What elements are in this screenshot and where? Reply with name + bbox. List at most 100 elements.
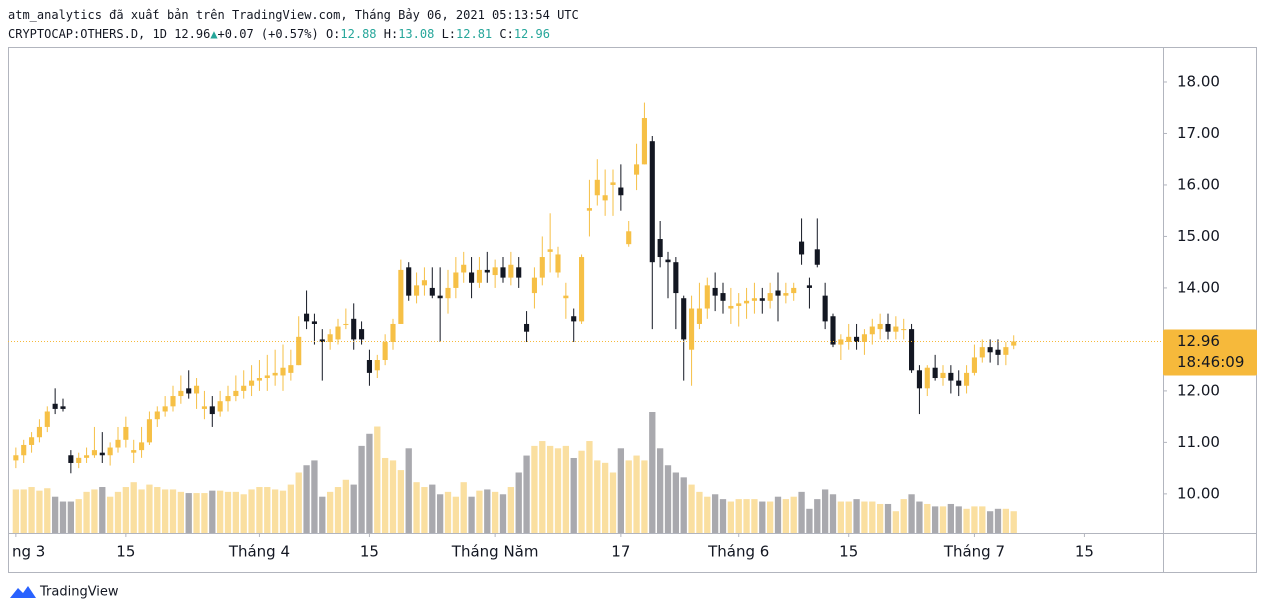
volume-bar <box>326 491 334 533</box>
volume-bar <box>719 499 727 533</box>
volume-bar <box>884 503 892 533</box>
logo-icon <box>10 586 36 598</box>
candle-body <box>1011 341 1017 346</box>
candle-body <box>374 360 380 371</box>
candle-body <box>720 293 726 301</box>
volume-bar <box>334 487 342 533</box>
candle-body <box>539 257 545 278</box>
candle-body <box>84 455 90 458</box>
volume-bar <box>216 490 224 533</box>
candle-body <box>256 378 262 381</box>
volume-bar <box>609 472 617 533</box>
volume-bar <box>256 487 263 533</box>
candle-body <box>791 287 797 294</box>
volume-bar <box>177 491 185 533</box>
volume-bar <box>154 487 161 533</box>
candle-body <box>681 298 687 340</box>
candle-body <box>429 287 435 296</box>
candle-body <box>406 267 412 296</box>
volume-bar <box>539 441 546 533</box>
volume-bar <box>821 489 829 533</box>
volume-bar <box>759 501 766 533</box>
volume-bar <box>688 484 695 533</box>
volume-bar <box>601 462 609 533</box>
c: 12.96 <box>513 27 550 41</box>
candle-body <box>524 323 530 332</box>
candle-body <box>712 287 718 296</box>
volume-bar <box>209 490 216 533</box>
volume-bar <box>908 494 915 533</box>
volume-bar <box>319 496 326 533</box>
volume-bar <box>570 457 577 533</box>
candle-body <box>68 455 74 463</box>
volume-bar <box>413 482 420 533</box>
volume-bar <box>751 499 758 533</box>
x-tick-label: Tháng Năm <box>451 543 539 561</box>
candle-body <box>909 329 915 371</box>
volume-bar <box>36 490 43 533</box>
candle-body <box>249 380 255 386</box>
volume-bar <box>28 487 35 533</box>
volume-bar <box>468 496 475 533</box>
volume-bar <box>931 506 939 533</box>
y-tick-label: 14.00 <box>1177 278 1220 296</box>
volume-bar <box>67 501 75 533</box>
candle-body <box>343 323 349 325</box>
candle-body <box>162 406 168 412</box>
candle-body <box>987 347 993 353</box>
candle-body <box>956 380 962 386</box>
volume-bar <box>350 484 357 533</box>
volume-bar <box>633 455 640 533</box>
volume-bar <box>963 508 970 533</box>
volume-bar <box>444 491 452 533</box>
candle-body <box>123 426 129 440</box>
volume-bar <box>900 499 907 533</box>
candle-body <box>932 367 938 379</box>
c-label: C: <box>499 27 514 41</box>
volume-bar <box>106 496 114 533</box>
volume-bar <box>169 489 177 533</box>
candle-body <box>626 231 632 245</box>
candle-body <box>131 450 137 453</box>
volume-bar <box>617 448 625 533</box>
candle-body <box>60 406 66 409</box>
candle-body <box>241 385 247 391</box>
x-tick-label: ng 3 <box>12 543 45 561</box>
candle-body <box>940 372 946 379</box>
candle-body <box>154 411 160 420</box>
volume-bar <box>727 501 735 533</box>
candle-body <box>995 349 1001 355</box>
volume-bar <box>460 482 467 533</box>
candle-body <box>885 323 891 332</box>
candle-body <box>602 195 608 201</box>
x-tick-label: 15 <box>839 543 858 561</box>
candle-body <box>29 437 35 445</box>
volume-bar <box>303 465 310 533</box>
candle-body <box>571 316 577 322</box>
volume-bar <box>641 460 648 533</box>
x-tick-label: 15 <box>1075 543 1094 561</box>
candle-body <box>916 370 922 389</box>
x-tick-label: 15 <box>116 543 135 561</box>
volume-bar <box>955 506 962 533</box>
volume-bar <box>869 501 876 533</box>
symbol-line: CRYPTOCAP:OTHERS.D, 1D 12.96▲+0.07 (+0.5… <box>8 27 550 41</box>
candle-body <box>398 269 404 324</box>
candle-body <box>390 323 396 342</box>
h: 13.08 <box>398 27 435 41</box>
volume-bar <box>138 489 145 533</box>
candle-body <box>311 321 317 324</box>
volume-bar <box>994 508 1002 533</box>
candle-body <box>139 442 145 451</box>
candle-body <box>547 249 553 252</box>
candle-body <box>806 285 812 288</box>
volume-bar <box>546 445 554 533</box>
volume-bar <box>146 484 153 533</box>
candle-body <box>869 326 875 335</box>
volume-bar <box>83 491 90 533</box>
candle-layer <box>8 102 1163 474</box>
candle-body <box>44 411 50 427</box>
candle-body <box>461 264 467 273</box>
volume-bar <box>389 460 397 533</box>
last-price-label: 12.96 <box>1177 332 1220 350</box>
